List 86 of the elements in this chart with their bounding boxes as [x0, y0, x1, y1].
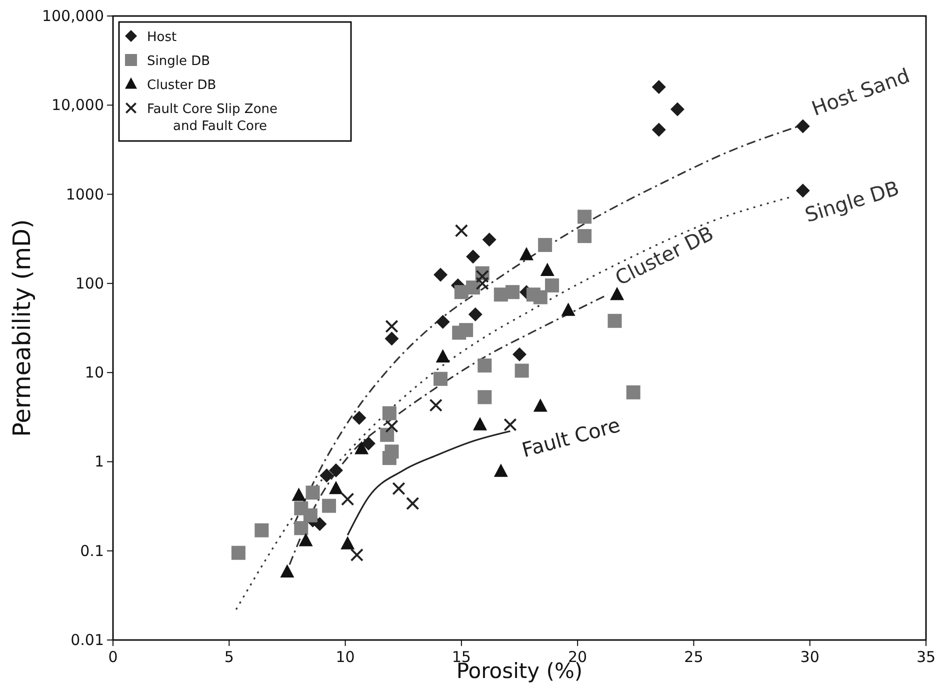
point [436, 314, 450, 329]
point [538, 238, 552, 252]
text: Single DB [802, 176, 902, 228]
point [608, 314, 622, 328]
point [652, 122, 666, 137]
point [382, 451, 396, 466]
x-tick-label: 0 [108, 648, 118, 666]
x-tick-label: 25 [684, 648, 704, 666]
y-tick-label: 0.01 [70, 631, 104, 649]
point [796, 119, 810, 134]
point [476, 270, 489, 283]
point [384, 332, 399, 346]
point [320, 468, 334, 483]
point [385, 420, 398, 433]
point [459, 323, 474, 338]
point [352, 410, 366, 425]
point [512, 347, 526, 362]
point [292, 488, 306, 501]
point [312, 517, 327, 532]
point [294, 521, 308, 536]
y-tick-label: 10 [84, 364, 104, 382]
point [466, 250, 480, 264]
point [303, 508, 318, 522]
point [406, 496, 420, 510]
point [322, 498, 336, 513]
y-tick-label: 100 [75, 274, 104, 292]
y-tick-label: 10,000 [52, 96, 104, 114]
point [545, 278, 560, 292]
point [578, 229, 592, 244]
point [350, 548, 364, 562]
x-tick-label: 30 [800, 648, 820, 666]
point [298, 533, 313, 546]
point [506, 285, 520, 300]
y-tick-label: 0.1 [80, 542, 104, 560]
point [328, 480, 343, 494]
point [429, 398, 442, 412]
point [328, 463, 343, 478]
y-axis-title: Permeability (mD) [8, 219, 36, 437]
point [504, 418, 517, 432]
legend-label: Single DB [147, 54, 210, 69]
y-tick-label: 100,000 [42, 7, 104, 25]
point [341, 492, 354, 506]
point [254, 523, 269, 538]
point [280, 564, 294, 578]
point [466, 280, 480, 295]
point [670, 102, 684, 116]
point [354, 440, 369, 454]
point [610, 286, 624, 300]
point [382, 406, 396, 420]
point [231, 546, 246, 560]
point [626, 385, 640, 400]
point [476, 276, 489, 290]
point [482, 232, 496, 247]
point [519, 247, 534, 260]
x-tick-label: 10 [336, 648, 355, 666]
point [652, 80, 666, 94]
legend-label: Cluster DB [147, 78, 216, 93]
y-tick-label: 1 [94, 452, 104, 471]
point [468, 307, 482, 322]
point [380, 428, 394, 442]
point [454, 224, 468, 238]
point [578, 210, 592, 224]
point [436, 349, 450, 362]
legend-label: Fault Core Slip Zone and Fault Core [147, 102, 278, 134]
point [478, 358, 492, 373]
point [340, 536, 355, 550]
point [561, 302, 576, 316]
point [434, 372, 448, 386]
point [362, 436, 376, 451]
y-tick-label: 1000 [66, 185, 104, 204]
point [494, 464, 508, 477]
x-tick-label: 5 [224, 648, 234, 666]
text: Fault Core [519, 412, 623, 462]
x-tick-label: 35 [916, 648, 936, 666]
point [385, 320, 398, 333]
point [473, 417, 488, 430]
point [533, 398, 548, 412]
point [392, 482, 406, 496]
point [478, 390, 492, 404]
text: Host Sand [808, 63, 913, 121]
point [434, 268, 448, 282]
point [514, 364, 529, 378]
point [533, 290, 548, 304]
point [540, 262, 554, 276]
point [306, 486, 320, 500]
legend-label: Host [147, 30, 177, 45]
